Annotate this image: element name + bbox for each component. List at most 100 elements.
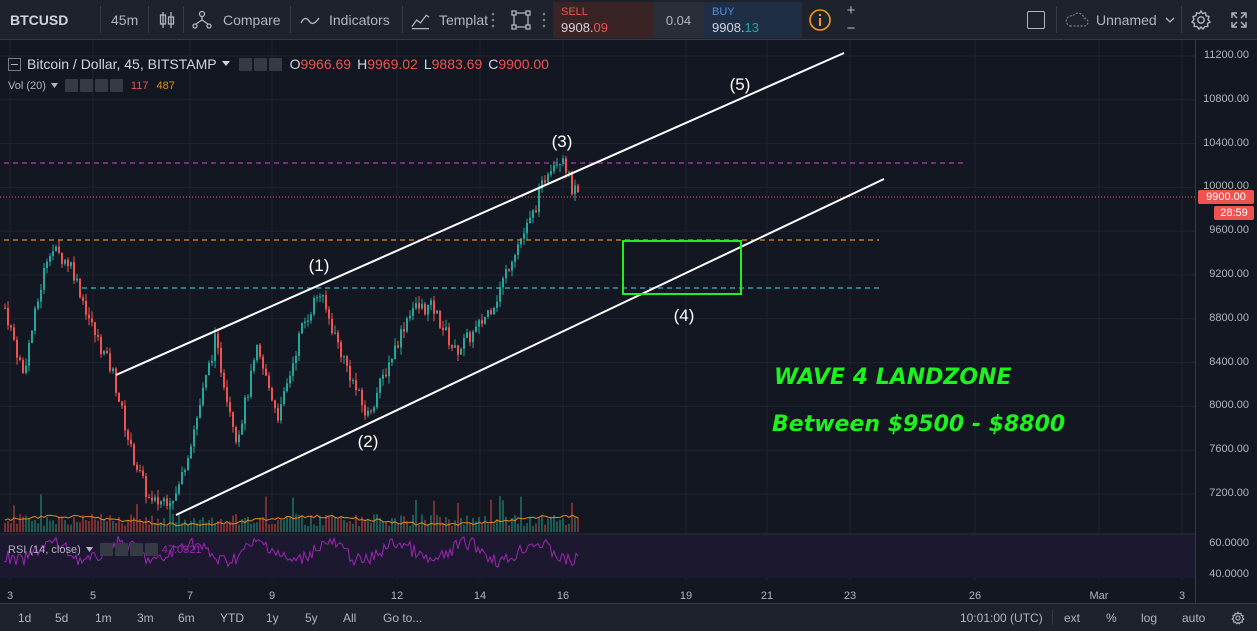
range-button-1y[interactable]: 1y: [266, 610, 279, 625]
drag-handle-2[interactable]: [541, 0, 547, 39]
candle-body: [556, 164, 558, 166]
settings-mini-icon[interactable]: [114, 543, 128, 556]
settings-mini-icon[interactable]: [253, 57, 267, 71]
plus-icon[interactable]: +: [846, 2, 856, 19]
candle-body: [64, 259, 66, 264]
price-tick-label: 7200.00: [1209, 487, 1249, 499]
candle-body: [232, 411, 234, 427]
interval-selector[interactable]: 45m: [111, 11, 139, 28]
layout-toggle-button[interactable]: [1027, 0, 1045, 39]
chart-settings-button[interactable]: [1231, 604, 1245, 631]
percent-scale-toggle[interactable]: %: [1106, 610, 1117, 625]
eye-icon[interactable]: [64, 79, 78, 92]
volume-bar: [316, 525, 318, 532]
rsi-title[interactable]: RSI (14, close): [8, 543, 81, 556]
range-button-5d[interactable]: 5d: [55, 610, 69, 625]
range-button-3m[interactable]: 3m: [137, 610, 154, 625]
caret-down-icon[interactable]: [221, 60, 231, 68]
more-icon[interactable]: [268, 57, 282, 71]
zoom-stepper[interactable]: + −: [840, 0, 862, 39]
volume-bar: [229, 521, 231, 532]
wave-1-label[interactable]: (1): [308, 256, 330, 275]
minus-icon[interactable]: −: [846, 20, 856, 37]
ohlc-high: 9969.02: [367, 56, 418, 72]
range-button-ytd[interactable]: YTD: [220, 610, 244, 625]
ohlc-high-label: H: [357, 56, 368, 72]
volume-bar: [88, 521, 90, 532]
fullscreen-button[interactable]: [1230, 0, 1248, 39]
symbol-search[interactable]: BTCUSD: [10, 11, 69, 28]
indicators-button[interactable]: Indicators: [299, 0, 390, 39]
range-button-all[interactable]: All: [343, 610, 357, 625]
caret-down-icon[interactable]: [50, 82, 59, 89]
collapse-icon[interactable]: [8, 57, 21, 71]
candle-body: [190, 446, 192, 459]
volume-bar: [217, 521, 219, 532]
price-chart[interactable]: [0, 40, 1195, 603]
layout-name-button[interactable]: Unnamed: [1064, 0, 1175, 39]
candle-body: [421, 303, 423, 309]
compare-button[interactable]: Compare: [191, 0, 281, 39]
candle-body: [505, 269, 507, 279]
divider: [183, 6, 184, 33]
wave4-range-note[interactable]: Between $9500 - $8800: [772, 412, 1066, 437]
candle-body: [136, 464, 138, 471]
candle-body: [334, 332, 336, 334]
candle-body: [295, 355, 297, 364]
wave-4-label[interactable]: (4): [673, 306, 695, 325]
log-scale-toggle[interactable]: log: [1141, 610, 1158, 625]
wave-5-label[interactable]: (5): [729, 75, 751, 94]
wave-2-label[interactable]: (2): [357, 432, 379, 451]
volume-bar: [193, 517, 195, 532]
buy-button[interactable]: BUY 9908.13: [704, 2, 802, 38]
candle-body: [259, 344, 261, 357]
caret-down-icon[interactable]: [85, 546, 94, 553]
chart-pane[interactable]: Bitcoin / Dollar, 45, BITSTAMP O 9966.69 …: [0, 40, 1195, 603]
volume-bar: [43, 525, 45, 532]
volume-bar: [97, 520, 99, 532]
settings-mini-icon[interactable]: [79, 79, 93, 92]
goto-button[interactable]: Go to...: [383, 610, 423, 625]
candle-body: [427, 304, 429, 315]
series-title[interactable]: Bitcoin / Dollar, 45, BITSTAMP: [27, 56, 217, 72]
eye-icon[interactable]: [238, 57, 252, 71]
sell-button[interactable]: SELL 9908.09: [553, 2, 653, 38]
candle-body: [487, 310, 489, 317]
volume-title[interactable]: Vol (20): [8, 79, 46, 92]
drag-handle[interactable]: [490, 0, 496, 39]
channel-upper-line[interactable]: [115, 52, 845, 376]
price-axis[interactable]: 11200.00 10800.00 10400.00 10000.00 9600.00 9…: [1195, 40, 1257, 603]
range-button-1m[interactable]: 1m: [95, 610, 112, 625]
range-button-5y[interactable]: 5y: [305, 610, 318, 625]
auto-scale-toggle[interactable]: auto: [1182, 610, 1206, 625]
wave4-target-zone[interactable]: [622, 240, 742, 295]
range-button-1d[interactable]: 1d: [18, 610, 32, 625]
volume-bar: [538, 517, 540, 532]
eye-icon[interactable]: [99, 543, 113, 556]
more-icon[interactable]: [109, 79, 123, 92]
volume-bar: [571, 502, 573, 532]
range-button-6m[interactable]: 6m: [178, 610, 195, 625]
volume-bar: [544, 524, 546, 532]
fullscreen-select-button[interactable]: [510, 0, 532, 39]
channel-lower-line[interactable]: [175, 178, 885, 516]
settings-button[interactable]: [1190, 0, 1212, 39]
trading-info-button[interactable]: [808, 0, 832, 39]
volume-bar: [160, 522, 162, 532]
close-mini-icon[interactable]: [129, 543, 143, 556]
templates-button[interactable]: Templat: [410, 0, 488, 39]
more-icon[interactable]: [144, 543, 158, 556]
chart-style-button[interactable]: [156, 0, 178, 39]
sell-price-frac: 09: [593, 20, 609, 35]
volume-bar: [190, 521, 192, 532]
wave4-headline[interactable]: WAVE 4 LANDZONE: [774, 365, 1012, 390]
candle-body: [121, 401, 123, 406]
utc-clock[interactable]: 10:01:00 (UTC): [960, 610, 1043, 625]
extended-hours-toggle[interactable]: ext: [1064, 610, 1081, 625]
candle-body: [433, 300, 435, 314]
wave-3-label[interactable]: (3): [551, 132, 573, 151]
close-mini-icon[interactable]: [94, 79, 108, 92]
volume-bar: [520, 496, 522, 532]
volume-bar: [157, 518, 159, 532]
candle-body: [103, 351, 105, 355]
